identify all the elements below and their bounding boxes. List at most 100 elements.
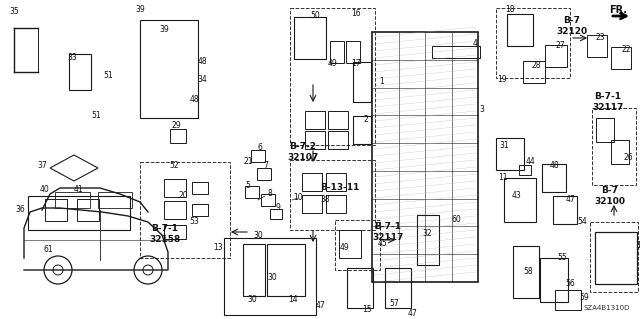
Bar xyxy=(330,41,344,63)
Bar xyxy=(243,244,265,296)
Text: 39: 39 xyxy=(135,5,145,14)
Text: 54: 54 xyxy=(577,218,587,226)
Text: 23: 23 xyxy=(595,33,605,42)
Bar xyxy=(192,204,208,216)
Bar xyxy=(385,268,411,308)
Text: 27: 27 xyxy=(555,41,565,50)
Bar xyxy=(432,46,480,58)
Bar xyxy=(507,14,533,46)
Text: 44: 44 xyxy=(525,158,535,167)
Text: 6: 6 xyxy=(257,144,262,152)
Bar xyxy=(251,150,265,162)
Bar xyxy=(69,54,91,90)
Text: 13: 13 xyxy=(213,243,223,253)
Text: 26: 26 xyxy=(623,153,633,162)
Bar xyxy=(164,179,186,197)
Text: 30: 30 xyxy=(267,273,277,283)
Text: 17: 17 xyxy=(351,60,361,69)
Text: 29: 29 xyxy=(171,122,181,130)
Text: 33: 33 xyxy=(67,54,77,63)
Text: 53: 53 xyxy=(189,218,199,226)
Text: 47: 47 xyxy=(565,196,575,204)
Text: 59: 59 xyxy=(579,293,589,302)
Bar xyxy=(270,209,282,219)
Text: B-7
32100: B-7 32100 xyxy=(595,186,625,206)
Text: B-7-1
32158: B-7-1 32158 xyxy=(149,224,180,244)
Text: 12: 12 xyxy=(636,241,640,250)
Text: 4: 4 xyxy=(472,40,477,48)
Bar xyxy=(555,290,581,310)
Text: 8: 8 xyxy=(268,189,273,198)
Text: 56: 56 xyxy=(565,278,575,287)
Bar xyxy=(267,244,305,296)
Text: 48: 48 xyxy=(549,161,559,170)
Bar xyxy=(339,230,361,258)
Bar xyxy=(592,108,636,185)
Bar xyxy=(587,35,607,57)
Text: 37: 37 xyxy=(37,160,47,169)
Bar xyxy=(305,111,325,129)
Bar xyxy=(290,160,375,230)
Bar xyxy=(545,45,567,67)
Text: 21: 21 xyxy=(243,158,253,167)
Text: 3: 3 xyxy=(479,106,484,115)
Bar xyxy=(45,199,67,221)
Text: 15: 15 xyxy=(362,306,372,315)
Text: 2: 2 xyxy=(364,115,369,124)
Text: 51: 51 xyxy=(91,112,101,121)
Bar xyxy=(326,173,346,191)
Text: 18: 18 xyxy=(505,5,515,14)
Text: 40: 40 xyxy=(39,186,49,195)
Bar xyxy=(540,258,568,302)
Text: 49: 49 xyxy=(327,60,337,69)
Text: 45: 45 xyxy=(377,239,387,248)
Text: 25: 25 xyxy=(639,142,640,151)
Text: 32: 32 xyxy=(422,229,432,239)
Bar xyxy=(164,201,186,219)
Text: B-7-1
32117: B-7-1 32117 xyxy=(372,222,404,242)
Text: 48: 48 xyxy=(197,57,207,66)
Text: 52: 52 xyxy=(169,160,179,169)
Bar xyxy=(257,168,271,180)
Bar xyxy=(372,32,478,282)
Text: 43: 43 xyxy=(511,191,521,201)
Text: 1: 1 xyxy=(380,78,385,86)
Bar xyxy=(504,178,536,222)
Bar xyxy=(77,199,99,221)
Bar xyxy=(328,131,348,149)
Bar xyxy=(98,192,132,208)
Bar xyxy=(302,195,322,213)
Text: 19: 19 xyxy=(497,76,507,85)
Text: B-13-11: B-13-11 xyxy=(320,183,360,192)
Text: 11: 11 xyxy=(499,174,508,182)
Text: 14: 14 xyxy=(288,295,298,305)
Text: 58: 58 xyxy=(523,268,533,277)
Bar xyxy=(611,140,629,164)
Text: SZA4B1310D: SZA4B1310D xyxy=(584,305,630,311)
Text: 28: 28 xyxy=(531,62,541,70)
Text: 48: 48 xyxy=(189,95,199,105)
Text: 36: 36 xyxy=(15,205,25,214)
Text: 38: 38 xyxy=(320,196,330,204)
Bar xyxy=(290,8,375,145)
Bar xyxy=(496,8,570,78)
Text: 10: 10 xyxy=(293,194,303,203)
Text: 34: 34 xyxy=(197,76,207,85)
Bar xyxy=(596,118,614,142)
Bar xyxy=(353,116,371,144)
Bar xyxy=(542,164,566,192)
Text: 47: 47 xyxy=(315,300,325,309)
Bar xyxy=(192,182,208,194)
Text: 31: 31 xyxy=(499,142,509,151)
Bar xyxy=(326,195,346,213)
Text: 22: 22 xyxy=(621,46,631,55)
Bar xyxy=(302,173,322,191)
Text: 9: 9 xyxy=(276,204,280,212)
Bar xyxy=(417,215,439,265)
Text: 49: 49 xyxy=(339,243,349,253)
Text: FR.: FR. xyxy=(609,5,627,15)
Text: 51: 51 xyxy=(103,71,113,80)
Text: 50: 50 xyxy=(310,11,320,20)
Bar xyxy=(523,61,545,83)
Bar xyxy=(294,17,326,59)
